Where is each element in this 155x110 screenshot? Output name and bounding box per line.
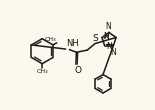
Text: N: N [104,32,109,41]
Text: N: N [105,22,111,31]
Text: NH: NH [66,39,79,49]
Text: S: S [92,34,98,43]
Text: N: N [111,48,116,57]
Text: O: O [74,66,81,75]
Text: CH₃: CH₃ [36,69,48,74]
Text: CH₃: CH₃ [45,37,56,42]
Text: N: N [106,42,112,51]
